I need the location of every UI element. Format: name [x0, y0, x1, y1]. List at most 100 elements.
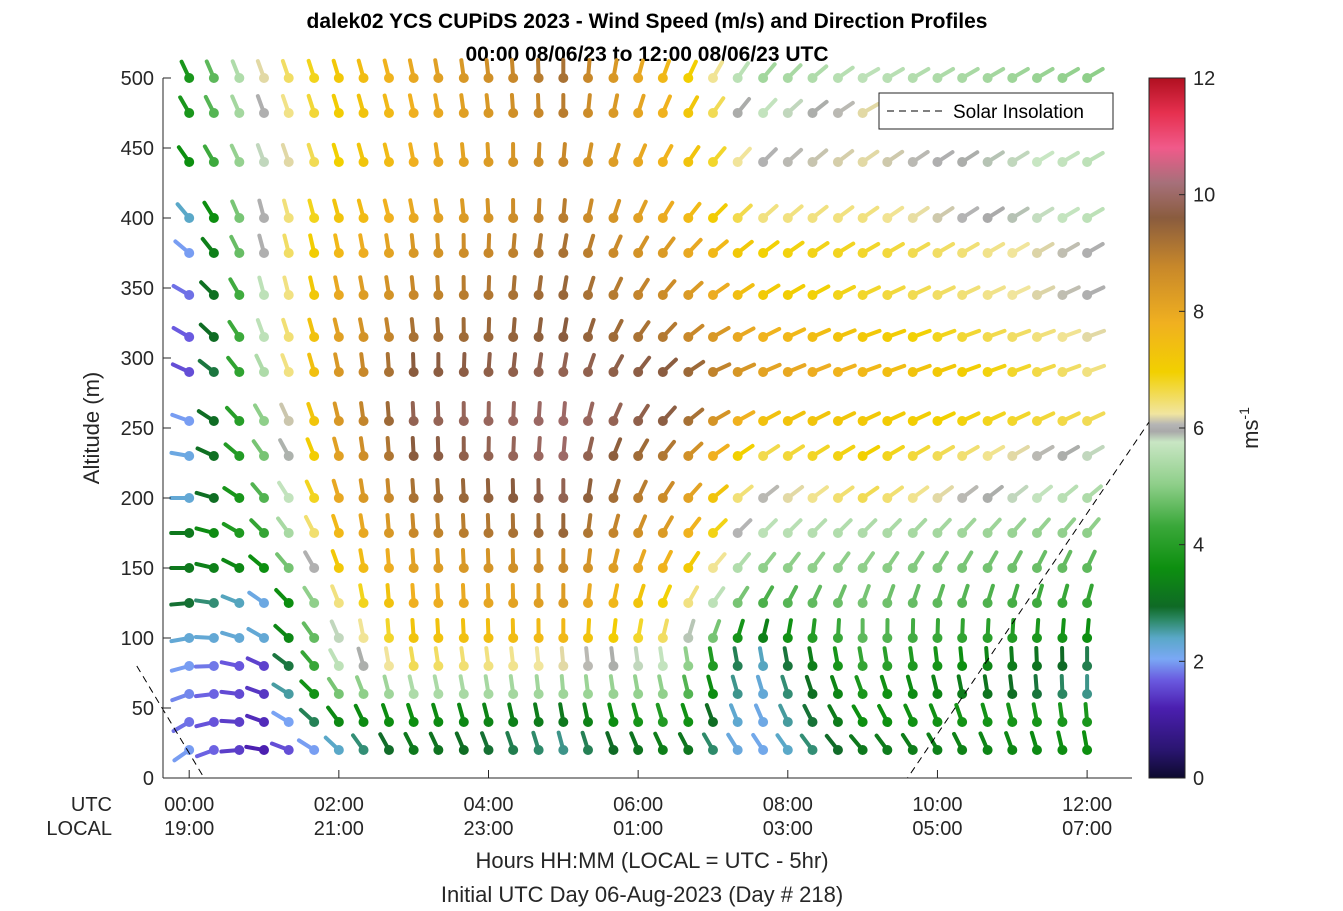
wind-barb-point: [957, 213, 968, 223]
wind-barb-point: [1057, 451, 1068, 461]
wind-barb-point: [1082, 493, 1093, 503]
wind-barb-point: [907, 493, 918, 503]
wind-barb-point: [1082, 661, 1093, 671]
wind-barb-point: [433, 157, 444, 167]
wind-barb-point: [383, 290, 394, 300]
wind-barb-point: [957, 598, 968, 608]
wind-barb-point: [458, 598, 469, 608]
wind-barb-point: [533, 73, 544, 83]
wind-barb-point: [857, 633, 868, 643]
wind-barb-point: [508, 563, 519, 573]
wind-barb-point: [758, 332, 769, 342]
wind-barb-point: [583, 598, 594, 608]
wind-barb-point: [383, 332, 394, 342]
wind-barb-point: [982, 416, 993, 426]
wind-barb-point: [358, 717, 369, 727]
wind-barb-point: [558, 745, 569, 755]
wind-barb-point: [333, 493, 344, 503]
wind-barb-point: [309, 248, 320, 258]
wind-barb-point: [333, 717, 344, 727]
wind-barb-point: [283, 661, 294, 671]
wind-barb-point: [807, 661, 818, 671]
wind-barb-point: [358, 248, 369, 258]
wind-barb-point: [558, 689, 569, 699]
wind-barb-point: [683, 416, 694, 426]
wind-barb-point: [458, 689, 469, 699]
wind-barb-point: [583, 661, 594, 671]
wind-barb-point: [309, 717, 320, 727]
y-tick-label: 100: [121, 628, 154, 650]
wind-barb-point: [184, 73, 195, 83]
x-tick-label-utc: 00:00: [164, 794, 214, 816]
wind-barb-point: [1007, 745, 1018, 755]
wind-barb-point: [782, 563, 793, 573]
colorbar: 0 2 4 6 8 10 12 ms-1: [1148, 68, 1263, 790]
wind-barb-point: [882, 633, 893, 643]
wind-barb-point: [259, 633, 270, 643]
wind-barb-point: [1057, 248, 1068, 258]
y-tick-label: 200: [121, 488, 154, 510]
wind-barb-point: [732, 451, 743, 461]
wind-barb-point: [234, 598, 245, 608]
wind-barb-point: [234, 563, 245, 573]
x-tick-label-local: 03:00: [763, 818, 813, 840]
wind-barb-point: [208, 717, 219, 727]
wind-barb-point: [383, 528, 394, 538]
wind-barb-point: [1007, 451, 1018, 461]
wind-barb-point: [1031, 157, 1042, 167]
wind-barb-point: [1057, 332, 1068, 342]
wind-barb-point: [807, 745, 818, 755]
wind-barb-point: [683, 493, 694, 503]
wind-barb-point: [483, 290, 494, 300]
wind-barb-point: [184, 598, 195, 608]
wind-barb-point: [483, 108, 494, 118]
wind-barb-point: [732, 108, 743, 118]
wind-barb-point: [782, 213, 793, 223]
wind-barb-point: [433, 73, 444, 83]
wind-barb-point: [433, 563, 444, 573]
wind-barb-point: [358, 157, 369, 167]
y-axis-ticks: 0 50 100 150 200 250 300 350 400 450 500: [121, 68, 171, 790]
wind-barb-point: [208, 157, 219, 167]
wind-barb-point: [583, 689, 594, 699]
wind-barb-point: [558, 367, 569, 377]
wind-barb-point: [383, 633, 394, 643]
wind-barb-point: [433, 248, 444, 258]
wind-barb-point: [1007, 598, 1018, 608]
wind-barb-point: [208, 598, 219, 608]
wind-barb-point: [533, 563, 544, 573]
wind-barb-point: [1007, 367, 1018, 377]
wind-barb-point: [433, 108, 444, 118]
wind-barb-point: [932, 563, 943, 573]
wind-barb-point: [408, 157, 419, 167]
wind-barb-point: [758, 598, 769, 608]
wind-barb-point: [1031, 213, 1042, 223]
wind-barb-point: [259, 661, 270, 671]
wind-barb-point: [208, 213, 219, 223]
wind-barb-point: [807, 493, 818, 503]
wind-barb-point: [707, 367, 718, 377]
y-tick-label: 300: [121, 348, 154, 370]
wind-barb-point: [957, 717, 968, 727]
wind-barb-point: [408, 416, 419, 426]
wind-barb-point: [433, 416, 444, 426]
colorbar-label: ms-1: [1236, 407, 1263, 449]
wind-barb-point: [832, 73, 843, 83]
wind-barb-point: [782, 157, 793, 167]
wind-barb-point: [1082, 745, 1093, 755]
wind-barb-point: [458, 528, 469, 538]
wind-barb-point: [309, 416, 320, 426]
wind-barb-point: [1007, 661, 1018, 671]
wind-barb-point: [259, 290, 270, 300]
wind-barb-point: [283, 633, 294, 643]
wind-barb-point: [533, 528, 544, 538]
wind-barb-point: [932, 598, 943, 608]
wind-barb-point: [1057, 633, 1068, 643]
wind-barb-point: [782, 108, 793, 118]
wind-barb-point: [483, 157, 494, 167]
wind-barb-point: [633, 633, 644, 643]
wind-barb-point: [932, 290, 943, 300]
wind-barb-point: [283, 290, 294, 300]
colorbar-tick-label: 10: [1193, 185, 1215, 207]
wind-barb-point: [558, 451, 569, 461]
